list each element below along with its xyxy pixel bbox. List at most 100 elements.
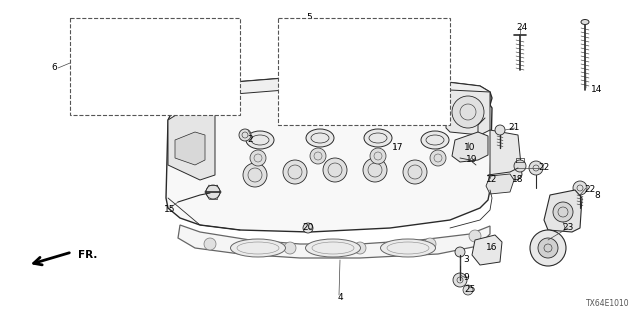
Circle shape	[243, 163, 267, 187]
Ellipse shape	[246, 131, 274, 149]
Text: 14: 14	[591, 85, 603, 94]
Circle shape	[553, 202, 573, 222]
Circle shape	[354, 242, 366, 254]
Circle shape	[530, 230, 566, 266]
Text: 6: 6	[51, 63, 57, 73]
Bar	[278, 18, 450, 125]
Circle shape	[538, 238, 558, 258]
Circle shape	[250, 150, 266, 166]
Text: TX64E1010: TX64E1010	[586, 299, 630, 308]
Polygon shape	[544, 190, 582, 232]
Ellipse shape	[230, 239, 285, 257]
Polygon shape	[358, 50, 395, 80]
Circle shape	[350, 98, 360, 108]
Text: 1: 1	[293, 111, 299, 121]
Ellipse shape	[306, 129, 334, 147]
Text: 25: 25	[464, 285, 476, 294]
Ellipse shape	[421, 131, 449, 149]
Circle shape	[529, 161, 543, 175]
Text: 17: 17	[392, 143, 404, 153]
Circle shape	[285, 99, 295, 109]
Text: 7: 7	[117, 34, 123, 43]
Circle shape	[204, 238, 216, 250]
Ellipse shape	[112, 84, 118, 92]
Text: 10: 10	[464, 143, 476, 153]
Circle shape	[363, 158, 387, 182]
Text: 19: 19	[467, 156, 477, 164]
Polygon shape	[446, 90, 490, 135]
Text: FR.: FR.	[78, 250, 97, 260]
Circle shape	[326, 83, 330, 88]
Circle shape	[283, 160, 307, 184]
Bar	[70, 18, 240, 115]
Circle shape	[109, 57, 115, 62]
Circle shape	[206, 185, 220, 199]
Text: 11: 11	[412, 114, 424, 123]
Circle shape	[87, 54, 123, 90]
Circle shape	[326, 56, 330, 61]
Circle shape	[514, 160, 526, 172]
Circle shape	[310, 148, 326, 164]
Text: 18: 18	[512, 175, 524, 185]
Circle shape	[370, 148, 386, 164]
Polygon shape	[280, 30, 350, 115]
Text: 20: 20	[302, 223, 314, 233]
Polygon shape	[178, 225, 490, 258]
Circle shape	[88, 69, 93, 75]
Text: 9: 9	[463, 274, 469, 283]
Polygon shape	[168, 100, 215, 180]
Circle shape	[109, 82, 115, 87]
Text: 3: 3	[463, 255, 469, 265]
Circle shape	[573, 181, 587, 195]
Polygon shape	[472, 235, 502, 265]
Circle shape	[376, 74, 384, 82]
Circle shape	[403, 160, 427, 184]
Ellipse shape	[91, 84, 99, 96]
Ellipse shape	[381, 239, 435, 257]
Circle shape	[303, 223, 313, 233]
Text: 22: 22	[538, 164, 550, 172]
Circle shape	[381, 56, 389, 64]
Circle shape	[179, 66, 191, 78]
Circle shape	[463, 285, 473, 295]
Circle shape	[469, 230, 481, 242]
Polygon shape	[200, 78, 490, 105]
Circle shape	[225, 103, 235, 113]
Text: 13: 13	[192, 34, 204, 43]
Text: 2: 2	[247, 135, 253, 145]
Ellipse shape	[305, 239, 360, 257]
Text: 22: 22	[584, 186, 596, 195]
Circle shape	[284, 242, 296, 254]
Text: 15: 15	[164, 205, 176, 214]
Circle shape	[495, 125, 505, 135]
Circle shape	[239, 129, 251, 141]
Circle shape	[453, 273, 467, 287]
Circle shape	[455, 247, 465, 257]
Circle shape	[413, 100, 423, 110]
Circle shape	[323, 158, 347, 182]
Circle shape	[365, 60, 375, 70]
Circle shape	[424, 238, 436, 250]
Text: 5: 5	[306, 13, 312, 22]
Circle shape	[116, 69, 122, 75]
Ellipse shape	[581, 20, 589, 25]
Text: 16: 16	[486, 244, 498, 252]
Polygon shape	[486, 174, 514, 194]
Polygon shape	[490, 130, 522, 180]
Circle shape	[301, 69, 307, 75]
Circle shape	[452, 96, 484, 128]
Text: 8: 8	[594, 191, 600, 201]
Text: 12: 12	[486, 175, 498, 185]
Polygon shape	[85, 40, 120, 100]
Text: 23: 23	[563, 223, 573, 233]
Text: 24: 24	[516, 23, 527, 33]
Polygon shape	[175, 132, 205, 165]
Text: 21: 21	[508, 124, 520, 132]
Circle shape	[95, 82, 100, 87]
Circle shape	[333, 69, 339, 75]
Text: 4: 4	[337, 293, 343, 302]
Circle shape	[310, 56, 314, 61]
Circle shape	[300, 52, 340, 92]
Circle shape	[430, 150, 446, 166]
Text: 17: 17	[164, 93, 176, 102]
